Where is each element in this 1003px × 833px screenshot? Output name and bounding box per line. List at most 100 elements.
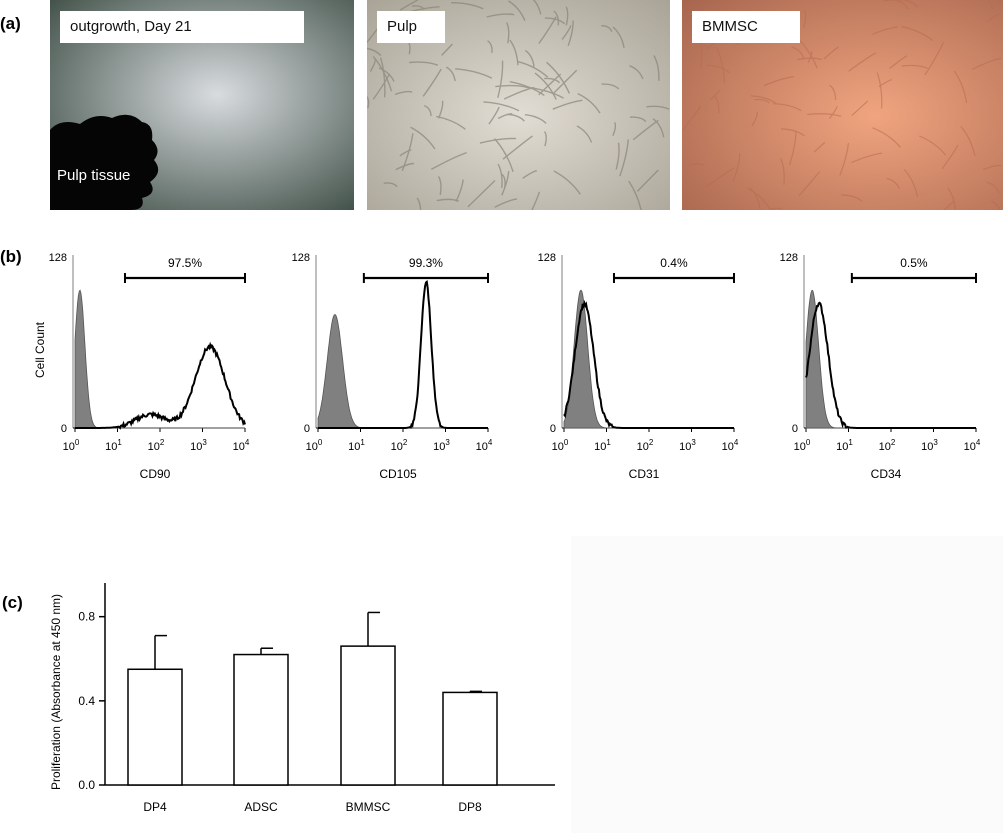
cell-texture	[567, 20, 574, 47]
cell-texture	[411, 5, 425, 10]
x-tick-label: 102	[879, 438, 896, 453]
cell-texture	[455, 179, 464, 202]
cell-texture	[878, 79, 892, 88]
micrograph-bmmsc: BMMSC	[682, 0, 1003, 210]
cell-texture	[451, 2, 484, 10]
bar-dp8	[442, 691, 498, 786]
micrograph-outgrowth: outgrowth, Day 21 Pulp tissue	[50, 0, 354, 210]
cell-texture	[797, 57, 823, 61]
cell-texture	[924, 41, 945, 76]
cell-texture	[552, 99, 583, 110]
panel-letter-a: (a)	[0, 14, 21, 33]
cell-texture	[751, 111, 759, 127]
x-tick-label: 103	[190, 438, 207, 453]
cell-texture	[497, 163, 503, 189]
x-tick-label: 103	[679, 438, 696, 453]
cell-texture	[612, 26, 625, 49]
cell-texture	[960, 126, 976, 157]
cell-texture	[798, 171, 821, 197]
x-tick-label: ADSC	[244, 800, 278, 814]
cell-texture	[807, 50, 813, 63]
cell-texture	[601, 83, 620, 90]
x-tick-label: 101	[105, 438, 122, 453]
cell-texture	[629, 116, 647, 123]
cell-texture	[636, 169, 659, 192]
cell-texture	[423, 104, 432, 117]
cell-texture	[807, 113, 842, 117]
cell-texture	[705, 167, 735, 188]
cell-texture	[747, 187, 772, 210]
y-tick-label: 0	[61, 423, 67, 435]
y-tick-label: 0	[550, 423, 556, 435]
cell-texture	[544, 77, 561, 84]
pulp-tissue-label: Pulp tissue	[57, 167, 131, 184]
cell-texture	[612, 121, 617, 136]
cell-texture	[399, 0, 419, 11]
isotype-control-histogram	[317, 314, 488, 429]
histogram-cd31: 128 0 100 101 102 103 104 0.4% CD31	[538, 252, 739, 481]
cell-texture	[506, 22, 510, 44]
cell-texture	[522, 170, 537, 179]
x-axis-label: CD90	[140, 467, 171, 481]
cell-texture	[773, 103, 802, 112]
x-tick-label: 101	[836, 438, 853, 453]
cell-texture	[706, 64, 730, 74]
stained-histogram	[318, 279, 488, 429]
isotype-control-histogram	[805, 289, 976, 429]
cell-texture	[378, 67, 395, 82]
cell-texture	[802, 9, 807, 29]
stained-histogram	[75, 341, 246, 430]
cell-texture	[546, 61, 571, 94]
cell-texture	[436, 198, 460, 202]
y-tick-label: 0	[792, 423, 798, 435]
cell-texture	[508, 0, 526, 22]
cell-texture	[497, 113, 513, 120]
cell-texture	[682, 105, 702, 132]
cell-texture	[395, 162, 415, 171]
cell-texture	[561, 25, 572, 40]
bar-bmmsc	[340, 645, 396, 786]
cell-texture	[629, 65, 644, 80]
cell-texture	[517, 60, 549, 78]
cell-texture	[715, 46, 726, 84]
x-tick-label: DP8	[458, 800, 482, 814]
cell-texture	[544, 17, 566, 25]
panel-letter-b: (b)	[0, 247, 22, 266]
cell-texture	[553, 10, 560, 26]
cell-texture	[565, 6, 569, 26]
x-tick-label: 104	[722, 438, 739, 453]
cell-texture	[763, 76, 794, 87]
cell-texture	[688, 163, 704, 167]
cell-texture	[840, 194, 863, 202]
x-axis-label: CD105	[379, 467, 417, 481]
cell-texture	[367, 47, 382, 57]
cell-texture	[972, 57, 1002, 70]
cell-texture	[901, 25, 934, 42]
cell-texture	[619, 139, 629, 177]
cell-texture	[872, 127, 901, 148]
cell-texture	[379, 57, 386, 98]
cell-texture	[713, 94, 720, 114]
cell-texture	[503, 86, 535, 100]
cell-texture	[467, 179, 496, 208]
cell-texture	[953, 70, 968, 103]
cell-texture	[947, 187, 956, 210]
cell-texture	[753, 98, 770, 104]
cell-texture	[441, 43, 453, 56]
cell-texture	[770, 207, 784, 210]
cell-texture	[876, 72, 883, 109]
cell-texture	[367, 96, 370, 109]
cell-texture	[372, 73, 391, 100]
cell-texture	[538, 16, 557, 44]
y-tick-label: 0.0	[78, 778, 95, 792]
cell-texture	[455, 68, 493, 79]
cell-texture	[502, 135, 533, 160]
micrograph-label: outgrowth, Day 21	[60, 11, 304, 43]
x-tick-label: 103	[433, 438, 450, 453]
cell-texture	[416, 197, 422, 210]
x-tick-label: 100	[794, 438, 811, 453]
x-tick-label: 104	[233, 438, 250, 453]
cell-texture	[494, 198, 518, 208]
panel-letter-c: (c)	[2, 593, 23, 612]
y-tick-label: 0.4	[78, 694, 95, 708]
